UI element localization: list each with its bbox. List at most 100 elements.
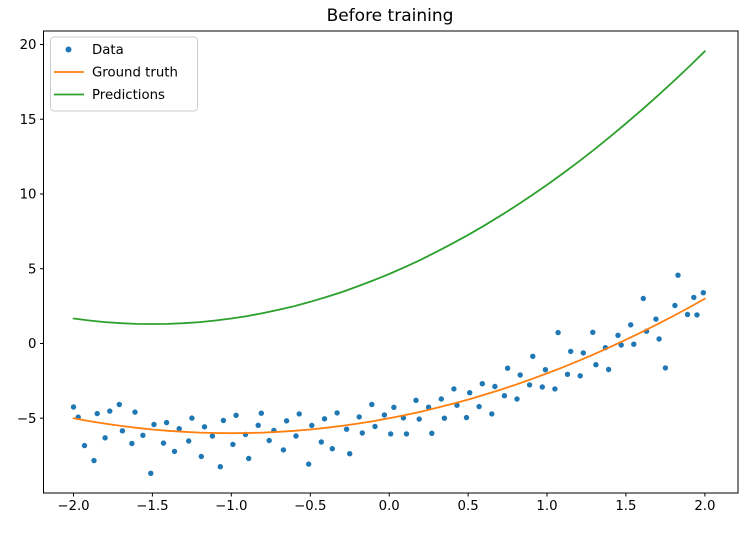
data-point [631,341,637,347]
x-tick-label: 2.0 [694,499,715,514]
data-point [347,451,353,457]
data-point [403,431,410,437]
data-point [675,272,681,278]
data-point [517,372,523,378]
data-point [568,348,574,355]
data-point [476,403,482,410]
data-point [489,411,495,417]
data-point [381,412,388,418]
x-tick-label: −2.0 [57,499,89,514]
data-point [656,336,662,342]
data-point [441,415,448,421]
data-point [504,365,511,371]
data-point [694,312,700,318]
legend: Data Ground truth Predictions [50,36,198,112]
data-point [329,446,335,452]
data-point [413,397,419,403]
y-tick-label: 5 [28,262,36,277]
data-point [209,433,216,439]
data-point [359,430,365,436]
legend-marker-data-icon [65,46,72,53]
data-point [102,435,108,441]
data-point [171,448,178,455]
y-tick-label: −5 [17,412,37,427]
data-point [542,367,549,373]
x-tick-label: 0.5 [458,499,479,514]
data-point [369,401,375,408]
data-point [372,423,378,430]
data-point [233,412,239,418]
plot-border [43,30,739,494]
data-point [467,390,473,396]
data-point [132,409,138,415]
data-point [163,419,170,426]
data-point [615,332,621,338]
data-point [81,442,88,449]
legend-label-data: Data [92,43,124,58]
data-point [618,342,624,348]
data-point [552,386,558,392]
x-tick-label: −1.0 [215,499,247,514]
data-point [640,295,646,302]
data-point [94,410,100,417]
data-point [198,453,204,460]
data-point [70,404,77,410]
data-point [577,373,583,379]
chart-title: Before training [327,6,454,26]
data-point [514,396,520,402]
x-tick-label: 1.5 [615,499,636,514]
y-tick-label: 20 [20,38,37,53]
data-point [321,416,328,422]
data-point [438,396,444,402]
data-point [334,410,340,416]
data-point [266,437,272,444]
data-point [356,414,362,420]
data-point [201,424,208,430]
data-point [91,457,97,464]
data-point [116,401,123,408]
data-point [318,439,324,445]
data-point [220,417,227,424]
data-point [564,371,571,377]
data-point [492,383,498,390]
data-point [691,294,697,301]
data-point [479,381,485,387]
data-point [151,421,157,428]
legend-box [50,36,198,112]
data-point [684,311,691,318]
x-tick-label: −1.5 [136,499,168,514]
data-point [343,426,350,432]
x-tick-label: 0.0 [379,499,400,514]
data-point [148,470,154,476]
data-point [539,384,545,390]
data-point [107,408,113,414]
y-tick-label: 10 [20,188,37,203]
data-point [296,411,302,417]
data-point [283,418,290,424]
data-point [186,438,192,444]
data-point [189,415,195,421]
data-point [501,393,508,399]
data-point [653,316,659,322]
y-tick-label: 0 [28,337,36,352]
data-point [280,447,287,453]
legend-label-ground-truth: Ground truth [92,66,178,81]
data-point [672,302,678,309]
y-tick-label: 15 [20,113,37,128]
data-point [391,404,397,410]
data-point [217,464,223,470]
data-point [255,422,261,428]
plot-area: −2.0 −1.5 −1.0 −0.5 0.0 0.5 1.0 1.5 2.0 −5 0 5 10 15 2… [17,30,739,514]
data-point [306,461,312,467]
data-point [309,422,315,429]
data-point [140,432,146,438]
data-point [258,410,264,416]
data-point [593,362,599,368]
data-point [119,428,126,434]
data-point [590,329,596,335]
data-point [580,350,586,356]
x-tick-label: −0.5 [294,499,326,514]
data-point [628,322,634,328]
data-point [700,290,706,296]
